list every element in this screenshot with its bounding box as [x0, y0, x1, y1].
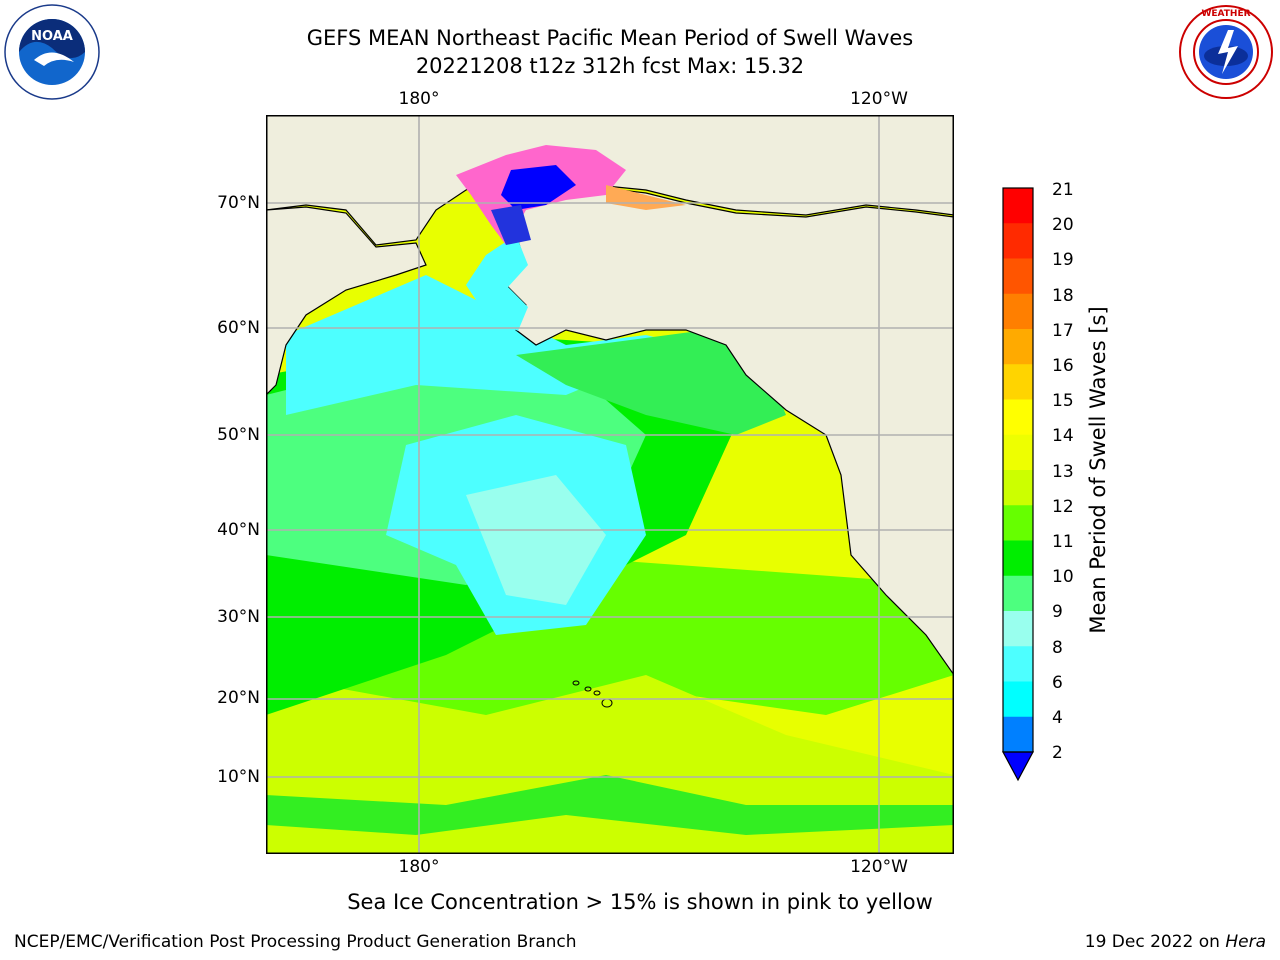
colorbar-tick: 21 [1052, 180, 1074, 200]
colorbar-segment [1003, 575, 1033, 612]
bering-strait [466, 235, 528, 331]
host-name: Hera [1225, 932, 1266, 952]
map-title: GEFS MEAN Northeast Pacific Mean Period … [306, 26, 914, 50]
nws-logo: WEATHER [1179, 5, 1273, 99]
lat-label-70n: 70°N [217, 193, 260, 213]
colorbar-segment [1003, 540, 1033, 577]
colorbar-tick: 12 [1052, 497, 1074, 517]
colorbar-segment [1003, 646, 1033, 682]
svg-text:NOAA: NOAA [31, 29, 73, 44]
noaa-logo: NOAA [4, 4, 100, 100]
colorbar-tick: 10 [1052, 567, 1074, 587]
colorbar-segment [1003, 434, 1033, 471]
lon-label-top-180: 180° [398, 89, 440, 109]
colorbar-segment [1003, 293, 1033, 330]
colorbar-segment [1003, 399, 1033, 436]
colorbar-tick: 18 [1052, 286, 1074, 306]
credit-text: NCEP/EMC/Verification Post Processing Pr… [14, 932, 577, 952]
colorbar-segment [1003, 364, 1033, 400]
colorbar-tick: 16 [1052, 356, 1074, 376]
lat-label-50n: 50°N [217, 425, 260, 445]
colorbar-tick: 17 [1052, 321, 1074, 341]
colorbar-tick: 20 [1052, 215, 1074, 235]
colorbar-tick: 15 [1052, 391, 1074, 411]
colorbar-tick: 19 [1052, 250, 1074, 270]
colorbar-segment [1003, 188, 1033, 224]
map-gridlines [266, 115, 954, 854]
colorbar-tick: 8 [1052, 638, 1063, 658]
colorbar-frame [1002, 187, 1034, 753]
colorbar-tick: 9 [1052, 602, 1063, 622]
ocean-band-green-equator [266, 775, 954, 835]
colorbar-segment [1003, 681, 1033, 718]
colorbar-segment [1003, 505, 1033, 541]
colorbar-segment [1003, 470, 1033, 506]
colorbar-segment [1003, 329, 1033, 365]
lon-label-bottom-120w: 120°W [850, 857, 908, 877]
lat-label-30n: 30°N [217, 607, 260, 627]
colorbar-tick: 6 [1052, 673, 1063, 693]
colorbar [1001, 187, 1035, 782]
lon-label-bottom-180: 180° [398, 857, 440, 877]
colorbar-segment [1003, 611, 1033, 647]
sea-ice-core [501, 165, 576, 210]
colorbar-label: Mean Period of Swell Waves [s] [1086, 306, 1110, 634]
sea-ice-blue [491, 205, 531, 245]
date-stamp: 19 Dec 2022 on Hera [1085, 932, 1266, 952]
ocean-region-lightcyan [466, 475, 606, 605]
colorbar-tick: 14 [1052, 426, 1074, 446]
colorbar-tick: 2 [1052, 743, 1063, 763]
lat-label-20n: 20°N [217, 688, 260, 708]
ocean-region-north-green [516, 330, 786, 435]
land-siberia [266, 206, 427, 396]
colorbar-tick: 11 [1052, 532, 1074, 552]
forecast-map [266, 115, 954, 854]
date-text: 19 Dec 2022 on [1084, 932, 1220, 952]
colorbar-segments [1003, 188, 1033, 753]
map-frame [266, 115, 954, 854]
lon-label-top-120w: 120°W [850, 89, 908, 109]
map-subtitle: 20221208 t12z 312h fcst Max: 15.32 [415, 54, 805, 78]
svg-text:WEATHER: WEATHER [1201, 9, 1250, 19]
lat-label-60n: 60°N [217, 318, 260, 338]
colorbar-segment [1003, 223, 1033, 259]
colorbar-segment [1003, 716, 1033, 753]
colorbar-tick: 13 [1052, 462, 1074, 482]
colorbar-segment [1003, 258, 1033, 295]
colorbar-extend-arrow [1001, 751, 1035, 782]
lat-label-10n: 10°N [217, 767, 260, 787]
lat-label-40n: 40°N [217, 520, 260, 540]
colorbar-tick: 4 [1052, 708, 1063, 728]
sea-ice-note: Sea Ice Concentration > 15% is shown in … [347, 890, 933, 914]
